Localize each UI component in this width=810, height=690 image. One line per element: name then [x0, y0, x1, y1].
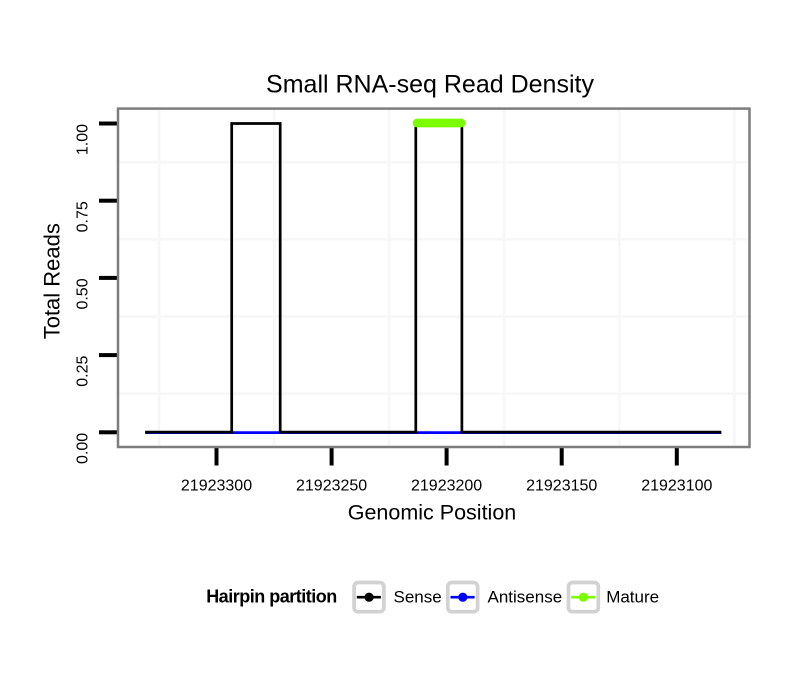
svg-text:21923200: 21923200 [411, 477, 482, 494]
svg-text:Total Reads: Total Reads [40, 223, 65, 339]
svg-text:Genomic Position: Genomic Position [348, 501, 517, 525]
svg-text:0.75: 0.75 [75, 201, 92, 232]
svg-text:21923150: 21923150 [526, 477, 597, 494]
svg-text:Hairpin partition: Hairpin partition [206, 587, 337, 607]
svg-text:21923100: 21923100 [641, 477, 712, 494]
svg-text:Small RNA-seq Read Density: Small RNA-seq Read Density [266, 70, 594, 98]
svg-text:Mature: Mature [606, 587, 659, 606]
svg-text:0.50: 0.50 [75, 278, 92, 309]
svg-text:Antisense: Antisense [488, 587, 563, 606]
svg-text:21923250: 21923250 [296, 477, 367, 494]
svg-text:0.25: 0.25 [75, 355, 92, 386]
svg-text:21923300: 21923300 [181, 477, 252, 494]
svg-text:1.00: 1.00 [75, 124, 92, 155]
svg-text:Sense: Sense [394, 587, 442, 606]
svg-text:0.00: 0.00 [75, 433, 92, 464]
